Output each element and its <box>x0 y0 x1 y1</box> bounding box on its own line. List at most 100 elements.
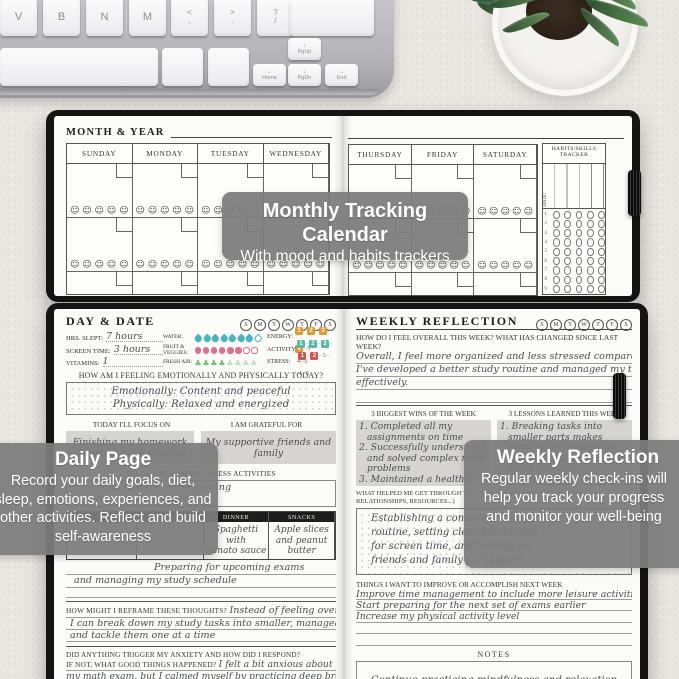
stat-value: 3 hours <box>113 344 163 355</box>
overlay-body: Regular weekly check-ins will help you t… <box>481 471 667 525</box>
mood-face-icon: ☺ <box>437 261 448 271</box>
scale-square: 1 <box>298 351 307 360</box>
mood-face-icon: ☺ <box>266 260 276 270</box>
keyboard-key: >. <box>214 0 251 36</box>
handwritten-line: for screen time, and leaning on <box>371 540 530 552</box>
trigger-section: DID ANYTHING TRIGGER MY ANXIETY AND HOW … <box>66 649 336 679</box>
habit-circle <box>598 229 605 238</box>
handwritten-line: Establishing a consistent study <box>371 512 529 524</box>
tracker-label: FRUIT & VEGGIES: <box>163 343 189 356</box>
keyboard-key: ↓ PgDn <box>288 64 321 86</box>
mood-face-icon: ☺ <box>500 207 510 217</box>
habit-row: 7 <box>543 266 605 275</box>
week-letter: M <box>550 318 562 331</box>
habit-circle <box>552 266 560 275</box>
week-letter: S <box>620 318 632 331</box>
habit-row: 3 <box>543 229 605 238</box>
mood-face-icon: ☺ <box>278 260 289 270</box>
habit-circle <box>552 210 560 219</box>
habit-row: 9 <box>543 284 605 294</box>
habit-circle <box>575 284 583 294</box>
habits-skills-tracker: HABITS/SKILLS TRACKER DATE: 1 2 3 4 5 6 7 8 9 <box>542 143 606 295</box>
habit-row-number: 5 <box>544 249 547 255</box>
mood-face-icon: ☺ <box>184 260 194 270</box>
mood-face-icon: ☺ <box>172 206 182 216</box>
calendar-cell: ☺☺☺☺☺ <box>198 272 264 294</box>
keyboard-key <box>0 48 158 86</box>
scale-dash: – <box>305 340 309 347</box>
handwritten-line: I can break down my study tasks into sma… <box>70 617 336 629</box>
mood-face-row: ☺☺☺☺☺ <box>70 261 129 270</box>
mood-face-row: ☺☺☺☺☺ <box>136 207 195 216</box>
handwritten-line: I felt a bit anxious about <box>218 659 333 671</box>
tree-icon: ♣ <box>218 358 226 368</box>
scale-number: 5 <box>307 345 311 353</box>
scale-dash: – <box>326 352 330 359</box>
mood-face-icon: ☺ <box>460 261 471 271</box>
scale-square: 2 <box>310 351 319 360</box>
handwritten-line: Overall, I feel more organized and less … <box>356 351 632 362</box>
mood-face-icon: ☺ <box>94 206 104 216</box>
scale-dash: – <box>329 340 333 347</box>
habit-circle <box>587 229 594 238</box>
handwritten-line: routine, setting clear boundaries <box>371 526 538 538</box>
berry-icon <box>211 347 218 354</box>
date-box <box>246 164 263 178</box>
mood-face-row: ☺☺☺☺☺ <box>201 261 260 270</box>
weekday-header: THURSDAY <box>349 145 412 165</box>
meal-cell: Spaghetti with tomato sauce <box>204 522 270 560</box>
stress-scale: 1–2 –3–4–5 <box>298 344 336 380</box>
habit-row-number: 8 <box>544 277 547 283</box>
keyboard-key: <, <box>171 0 208 36</box>
focus-header: TODAY I'LL FOCUS ON <box>92 420 171 430</box>
scale-square: 1 <box>296 339 305 348</box>
tree-icon: ♣ <box>194 358 202 368</box>
habit-circle <box>587 275 594 284</box>
week-letter: W <box>282 318 294 331</box>
habit-row: 5 <box>543 247 605 256</box>
habit-circle <box>564 284 571 294</box>
date-box <box>394 273 411 287</box>
calendar-cell: ☺☺☺☺☺ <box>132 218 198 272</box>
berry-icon <box>202 347 210 354</box>
weekday-header: WEDNESDAY <box>263 144 329 164</box>
mood-face-icon: ☺ <box>352 261 362 271</box>
energy-scale: 1–2–3 –4 –5 <box>295 319 336 355</box>
reframe-prompt: HOW MIGHT I REFRAME THESE THOUGHTS? <box>66 606 228 616</box>
date-box <box>246 272 263 286</box>
weekday-header: TUESDAY <box>198 144 264 164</box>
handwritten-line: Preparing for upcoming exams <box>154 562 305 574</box>
tree-icon: ♣ <box>210 358 218 368</box>
calendar-cell: ☺☺☺☺☺ <box>474 165 537 219</box>
reframe-section: HOW MIGHT I REFRAME THESE THOUGHTS? Inst… <box>66 605 336 643</box>
ruled-line: Overall, I feel more organized and less … <box>356 351 632 364</box>
overlay-title: Monthly Tracking Calendar <box>262 200 428 246</box>
habit-circle <box>564 229 571 238</box>
habit-row-number: 2 <box>544 221 547 227</box>
daily-overlay-caption: Daily Page Record your daily goals, diet… <box>0 443 218 555</box>
mood-face-icon: ☺ <box>82 206 92 216</box>
weekday-header: FRIDAY <box>411 145 475 165</box>
mood-face-icon: ☺ <box>119 206 129 216</box>
stat-value: 7 hours <box>106 332 163 343</box>
scale-number: 3 <box>322 351 326 359</box>
date-box <box>520 273 536 287</box>
mood-face-icon: ☺ <box>213 206 223 216</box>
mood-face-icon: ☺ <box>225 260 235 270</box>
week-letter: S <box>240 318 252 331</box>
monthly-left-page: MONTH & YEAR SUNDAY MONDAY TUESDAY WEDNESDA… <box>66 124 332 295</box>
handwritten-line: my math exam, but I calmed myself by pra… <box>66 670 336 679</box>
overall-prompt: HOW DO I FEEL OVERALL THIS WEEK? WHAT HA… <box>356 333 619 351</box>
scale-dash: – <box>327 328 331 335</box>
week-letter: S <box>324 318 336 331</box>
scale-dash: – <box>303 328 307 335</box>
habit-circle <box>575 257 583 266</box>
calendar-cell: ☺☺☺☺☺ <box>412 273 475 295</box>
habit-circle <box>552 284 560 294</box>
feeling-answer-box: Emotionally: Content and peaceful Physic… <box>66 382 336 416</box>
keyboard: V B N M <, >.? / ← Home ↑ PgUp ↓ PgDn → End <box>0 0 394 98</box>
mood-face-row: ☺☺☺☺☺ <box>477 262 533 271</box>
mood-face-icon: ☺ <box>82 260 92 270</box>
habit-circle <box>552 238 560 247</box>
mood-face-icon: ☺ <box>201 260 211 270</box>
